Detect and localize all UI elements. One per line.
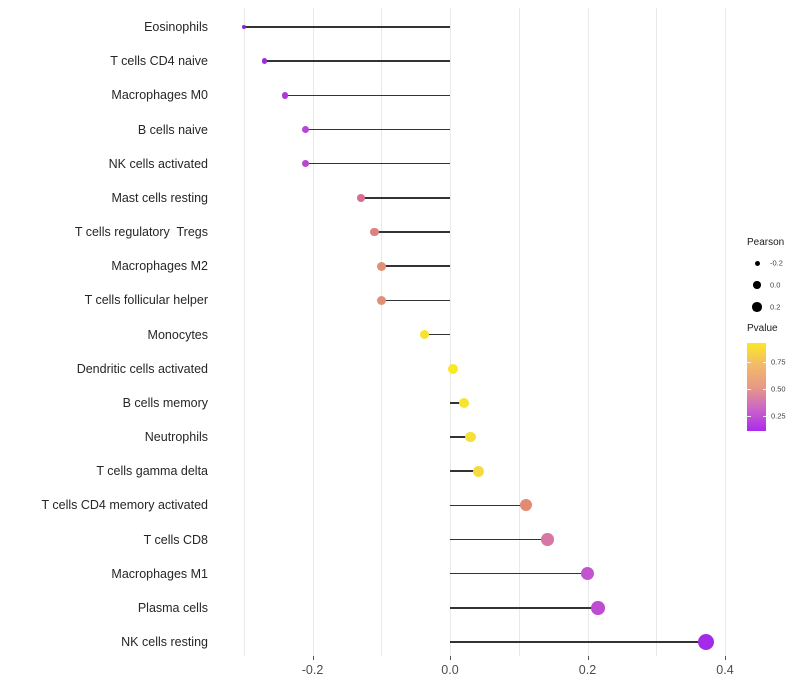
lollipop-stem bbox=[305, 128, 450, 131]
category-label: T cells gamma delta bbox=[96, 464, 208, 479]
category-label: Monocytes bbox=[147, 327, 208, 342]
gridline bbox=[450, 8, 451, 656]
colorbar-tick bbox=[762, 416, 766, 417]
gridline bbox=[725, 8, 726, 656]
lollipop-stem bbox=[264, 60, 450, 62]
gridline bbox=[587, 8, 589, 656]
lollipop-stem bbox=[305, 162, 450, 165]
lollipop-stem bbox=[285, 94, 450, 97]
pvalue-legend-title: Pvalue bbox=[747, 323, 778, 334]
lollipop-dot bbox=[376, 295, 386, 305]
pearson-legend-dot bbox=[752, 302, 762, 312]
lollipop-dot bbox=[581, 567, 594, 581]
gridline bbox=[518, 8, 520, 656]
lollipop-stem bbox=[450, 436, 471, 438]
lollipop-dot bbox=[241, 24, 246, 30]
category-label: B cells naive bbox=[137, 122, 208, 137]
category-label: T cells CD4 memory activated bbox=[41, 498, 209, 513]
colorbar-tick bbox=[747, 389, 751, 390]
lollipop-dot bbox=[281, 92, 289, 99]
category-label: T cells regulatory Tregs bbox=[74, 225, 208, 240]
lollipop-dot bbox=[472, 465, 484, 477]
lollipop-stem bbox=[450, 641, 707, 643]
lollipop-stem bbox=[374, 231, 450, 233]
pvalue-legend-label: 0.75 bbox=[771, 357, 786, 367]
pearson-legend-label: 0.2 bbox=[770, 302, 781, 312]
lollipop-dot bbox=[301, 159, 310, 168]
pearson-legend-title: Pearson bbox=[747, 237, 785, 248]
lollipop-stem bbox=[243, 26, 450, 28]
pvalue-legend-label: 0.50 bbox=[771, 384, 786, 394]
category-label: T cells follicular helper bbox=[84, 293, 208, 308]
lollipop-stem bbox=[360, 197, 450, 199]
gridline bbox=[656, 8, 658, 656]
category-label: Macrophages M2 bbox=[111, 259, 208, 274]
category-label: Macrophages M1 bbox=[111, 566, 208, 581]
lollipop-dot bbox=[541, 533, 554, 546]
lollipop-stem bbox=[450, 538, 548, 541]
x-axis-tick-label: 0.0 bbox=[441, 663, 459, 677]
pearson-legend-label: -0.2 bbox=[770, 258, 783, 268]
lollipop-dot bbox=[356, 193, 365, 202]
colorbar-tick bbox=[747, 362, 751, 363]
pvalue-colorbar bbox=[747, 343, 766, 431]
lollipop-dot bbox=[591, 601, 605, 615]
lollipop-stem bbox=[424, 333, 450, 336]
gridline bbox=[243, 8, 245, 656]
pearson-legend-label: 0.0 bbox=[770, 280, 781, 290]
category-label: NK cells activated bbox=[108, 156, 208, 171]
lollipop-stem bbox=[450, 470, 479, 472]
category-label: T cells CD8 bbox=[143, 532, 208, 547]
lollipop-dot bbox=[261, 58, 268, 64]
category-label: Plasma cells bbox=[137, 600, 208, 615]
gridline bbox=[312, 8, 314, 656]
lollipop-dot bbox=[448, 363, 459, 374]
pearson-legend-dot bbox=[753, 281, 761, 289]
x-axis-tick-label: -0.2 bbox=[301, 663, 324, 677]
pearson-legend-dot bbox=[754, 260, 760, 266]
category-label: Mast cells resting bbox=[111, 190, 208, 205]
category-label: Eosinophils bbox=[144, 20, 208, 34]
lollipop-dot bbox=[698, 634, 715, 651]
lollipop-stem bbox=[381, 265, 450, 267]
x-axis-tick-mark bbox=[450, 656, 451, 660]
colorbar-tick bbox=[762, 362, 766, 363]
category-label: Macrophages M0 bbox=[111, 88, 208, 103]
x-axis-tick-label: 0.4 bbox=[716, 663, 734, 677]
x-axis-tick-mark bbox=[312, 656, 314, 660]
pvalue-legend-label: 0.25 bbox=[771, 411, 786, 421]
colorbar-tick bbox=[762, 389, 766, 390]
x-axis-tick-label: 0.2 bbox=[578, 663, 597, 677]
lollipop-stem bbox=[450, 572, 588, 575]
lollipop-dot bbox=[465, 431, 476, 443]
category-label: NK cells resting bbox=[121, 635, 208, 650]
lollipop-dot bbox=[376, 261, 386, 271]
x-axis-tick-mark bbox=[725, 656, 726, 660]
x-axis-tick-mark bbox=[587, 656, 589, 660]
lollipop-stem bbox=[381, 299, 450, 302]
lollipop-dot bbox=[458, 397, 469, 408]
colorbar-tick bbox=[747, 416, 751, 417]
lollipop-dot bbox=[419, 329, 430, 340]
category-label: Neutrophils bbox=[144, 430, 208, 445]
category-label: T cells CD4 naive bbox=[110, 54, 208, 69]
lollipop-stem bbox=[450, 607, 598, 609]
category-label: B cells memory bbox=[122, 395, 208, 410]
lollipop-stem bbox=[450, 402, 464, 404]
gridline bbox=[381, 8, 383, 656]
lollipop-dot bbox=[370, 227, 379, 237]
lollipop-stem bbox=[450, 504, 526, 507]
lollipop-dot bbox=[519, 499, 532, 512]
category-label: Dendritic cells activated bbox=[76, 361, 208, 376]
lollipop-dot bbox=[301, 125, 310, 134]
